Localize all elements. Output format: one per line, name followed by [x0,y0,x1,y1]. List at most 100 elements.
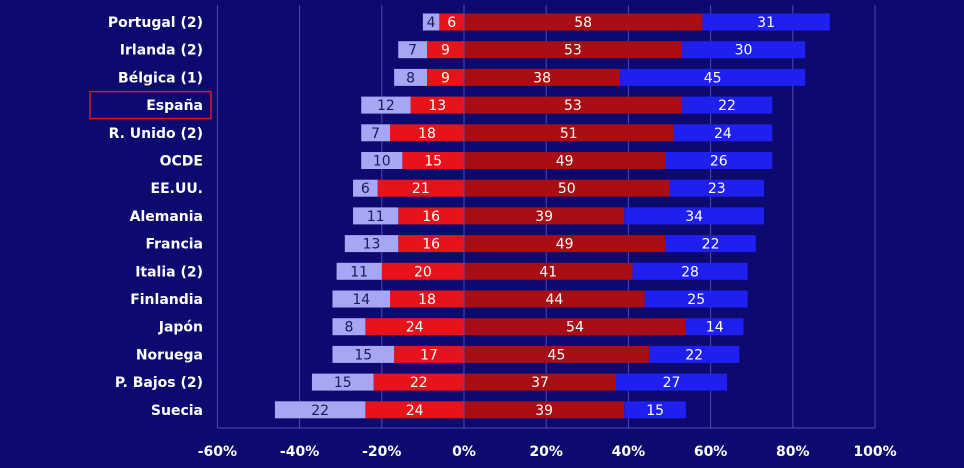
x-tick-label: 20% [529,444,563,460]
bar-segment [427,68,464,86]
data-label: 38 [533,70,551,86]
data-label: 22 [410,375,428,391]
data-label: 41 [539,264,557,280]
data-label: 30 [735,43,753,59]
bar-segment [464,179,670,197]
data-label: 13 [428,98,446,114]
bar-segment [365,318,464,336]
bar-segment [390,124,464,142]
data-label: 8 [406,70,415,86]
category-label: Noruega [136,347,203,363]
data-label: 15 [354,347,372,363]
bar-segment [394,345,464,363]
data-label: 11 [350,264,368,280]
data-label: 9 [441,43,450,59]
bar-segment [702,13,830,31]
bar-segment [311,373,374,391]
bar-segment [464,235,666,253]
x-tick-label: 80% [776,444,810,460]
bar-segment [616,373,728,391]
bar-segment [464,345,649,363]
category-label: Portugal (2) [108,15,203,31]
bar-segment [464,68,621,86]
data-label: 37 [531,375,549,391]
bar-segment [632,262,748,280]
data-label: 22 [685,347,703,363]
data-label: 45 [704,70,722,86]
bar-segment [353,207,399,225]
category-label: Irlanda (2) [120,43,203,59]
data-label: 14 [706,320,724,336]
data-label: 24 [406,320,424,336]
bar-segment [464,373,617,391]
data-label: 45 [548,347,566,363]
bar-segment [464,318,686,336]
data-label: 22 [702,237,720,253]
data-label: 44 [546,292,564,308]
highlight-box [89,90,212,120]
bar-segment [464,13,703,31]
bar-segment [353,179,378,197]
bar-segment [464,41,682,59]
bar-segment [624,401,686,419]
bar-segment [644,290,748,308]
x-tick-label: -60% [198,444,237,460]
data-label: 51 [560,126,578,142]
bar-segment [648,345,740,363]
data-label: 18 [418,126,436,142]
bar-segment [624,207,765,225]
data-label: 6 [361,181,370,197]
category-label: Italia (2) [135,264,203,280]
data-label: 24 [714,126,732,142]
data-label: 53 [564,43,582,59]
category-label: EE.UU. [151,181,204,197]
data-label: 25 [687,292,705,308]
bar-segment [402,152,464,169]
bar-segment [665,152,773,169]
bar-segment [361,124,391,142]
data-label: 54 [566,320,584,336]
data-label: 50 [558,181,576,197]
data-label: 15 [646,403,664,419]
data-label: 13 [363,237,381,253]
data-label: 22 [311,403,329,419]
data-label: 16 [422,237,440,253]
category-label: Bélgica (1) [118,70,203,86]
bar-segment [620,68,806,86]
category-label: Francia [145,237,203,253]
bar-segment [390,290,464,308]
bar-segment [464,96,682,114]
bar-segment [394,68,428,86]
category-label: Japón [158,320,203,336]
bar-segment [398,207,464,225]
bar-segment [344,235,399,253]
data-label: 12 [377,98,395,114]
data-label: 9 [441,70,450,86]
data-label: 8 [344,320,353,336]
x-tick-label: 40% [612,444,646,460]
data-label: 7 [371,126,380,142]
data-label: 16 [422,209,440,225]
labels-layer: Portugal (2) 6 4 5 8 31 Irlanda (2) 9 7 53 30 Bélgi… [89,15,775,419]
bar-segment [377,179,464,197]
data-label: 49 [556,154,574,170]
data-label: 14 [352,292,370,308]
bar-segment [427,41,464,59]
bar-segment [464,207,625,225]
bar-segment [274,401,366,419]
x-tick-label: 60% [694,444,728,460]
data-label: 27 [663,375,681,391]
data-label: 53 [564,98,582,114]
bar-segment [673,124,773,142]
bar-segment [464,290,645,308]
bar-segment [464,152,666,169]
data-label: 10 [373,154,391,170]
x-tick-label: -40% [280,444,319,460]
category-label: OCDE [160,154,203,170]
data-label: 31 [757,15,775,31]
data-label: 26 [710,154,728,170]
bar-segment [398,235,464,253]
data-label: 28 [681,264,699,280]
bar-segment [464,124,674,142]
